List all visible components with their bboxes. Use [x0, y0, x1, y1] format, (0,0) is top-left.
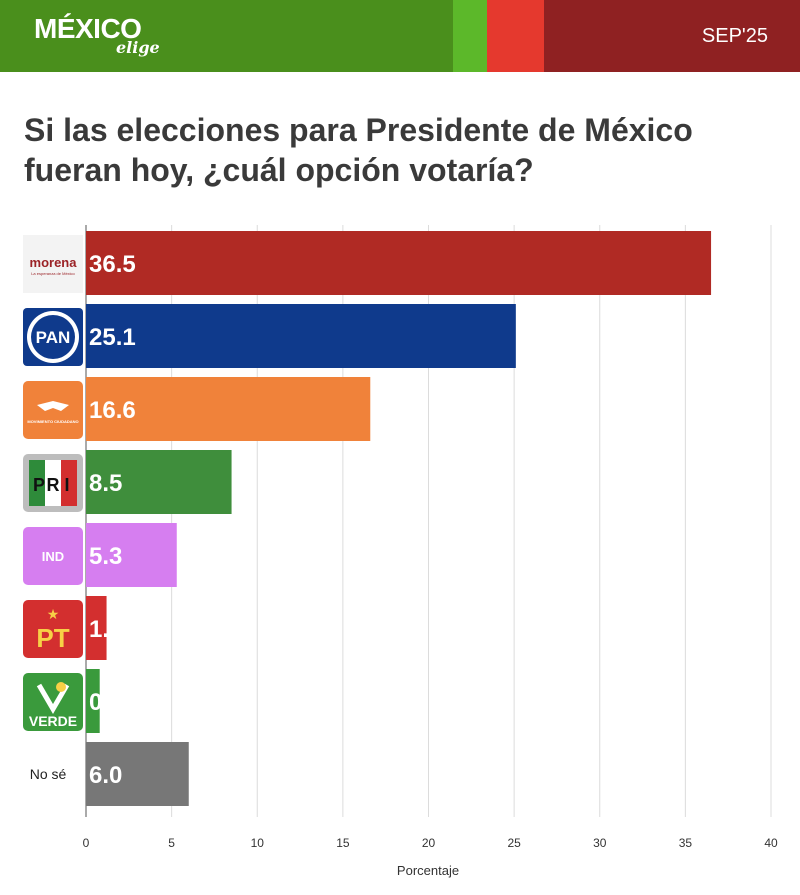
pri-letter-p: P [33, 475, 45, 495]
bar [86, 304, 516, 368]
verde-v-icon [36, 683, 70, 714]
chart-title: Si las elecciones para Presidente de Méx… [24, 112, 693, 188]
bar [86, 377, 371, 441]
verde-logo-text: VERDE [29, 713, 77, 729]
bar-value-label: 6.0 [89, 762, 122, 789]
morena-logo-tagline: La esperanza de México [31, 271, 75, 276]
morena-logo-text: morena [30, 255, 78, 270]
pri-red-band [61, 460, 77, 506]
bar [86, 742, 189, 806]
pt-logo-bg [23, 600, 83, 658]
pt-star-icon: ★ [47, 606, 60, 622]
party-logo: VERDE [23, 673, 83, 731]
bar-value-label: 8.5 [89, 470, 122, 497]
value-labels: 36.5 25.1 16.6 8.5 5.3 1.2 0.8 6.0 [89, 251, 136, 789]
ind-logo-text: IND [42, 549, 64, 564]
bar [86, 523, 177, 587]
bar-value-label: 36.5 [89, 251, 136, 278]
bar-value-label: 25.1 [89, 324, 136, 351]
pan-logo-inner [31, 315, 75, 359]
verde-toucan-icon [56, 682, 66, 692]
header-stripe-dark-red [544, 0, 800, 72]
nose-label: No sé [30, 766, 67, 782]
bar [86, 450, 232, 514]
x-axis-ticks: 0 5 10 15 20 25 30 35 40 [83, 836, 778, 850]
bar-value-label: 5.3 [89, 543, 122, 570]
header-bar [0, 0, 800, 72]
party-logo: PAN [23, 308, 83, 366]
pan-logo-text: PAN [36, 328, 71, 347]
bar [86, 231, 712, 295]
morena-logo-bg [23, 235, 83, 293]
party-logo: IND [23, 527, 83, 585]
pri-letter-i: I [64, 475, 69, 495]
bar-value-label: 0.8 [89, 689, 122, 716]
x-tick-label: 35 [679, 836, 693, 850]
bar-value-label: 16.6 [89, 397, 136, 424]
header-stripe-light-green [453, 0, 487, 72]
x-tick-label: 5 [168, 836, 175, 850]
mc-logo-text: MOVIMIENTO CIUDADANO [27, 419, 78, 424]
x-tick-label: 15 [336, 836, 350, 850]
bar [86, 669, 100, 733]
x-axis-label: Porcentaje [397, 863, 459, 878]
mexico-elige-logo: MÉXICO elige [34, 13, 160, 58]
header-stripe-red [487, 0, 544, 72]
pt-logo-text: PT [36, 623, 69, 653]
x-tick-label: 40 [764, 836, 778, 850]
logo-main-text: MÉXICO [34, 13, 142, 44]
x-tick-label: 10 [251, 836, 265, 850]
x-tick-label: 0 [83, 836, 90, 850]
pri-white-band [45, 460, 61, 506]
party-logo: MOVIMIENTO CIUDADANO [23, 381, 83, 439]
ind-logo-bg [23, 527, 83, 585]
party-logo: ★PT [23, 600, 83, 658]
x-tick-label: 25 [507, 836, 521, 850]
bars [86, 231, 712, 806]
survey-period: SEP'25 [701, 25, 768, 47]
pri-letter-r: R [47, 475, 60, 495]
bar-value-label: 1.2 [89, 616, 122, 643]
mc-eagle-icon [37, 401, 69, 411]
bar [86, 596, 107, 660]
party-logo: No sé [30, 766, 67, 782]
logo-sub-text: elige [116, 38, 160, 57]
x-tick-label: 20 [422, 836, 436, 850]
x-tick-label: 30 [593, 836, 607, 850]
mc-logo-bg [23, 381, 83, 439]
pri-green-band [29, 460, 45, 506]
header-stripe-green [0, 0, 453, 72]
